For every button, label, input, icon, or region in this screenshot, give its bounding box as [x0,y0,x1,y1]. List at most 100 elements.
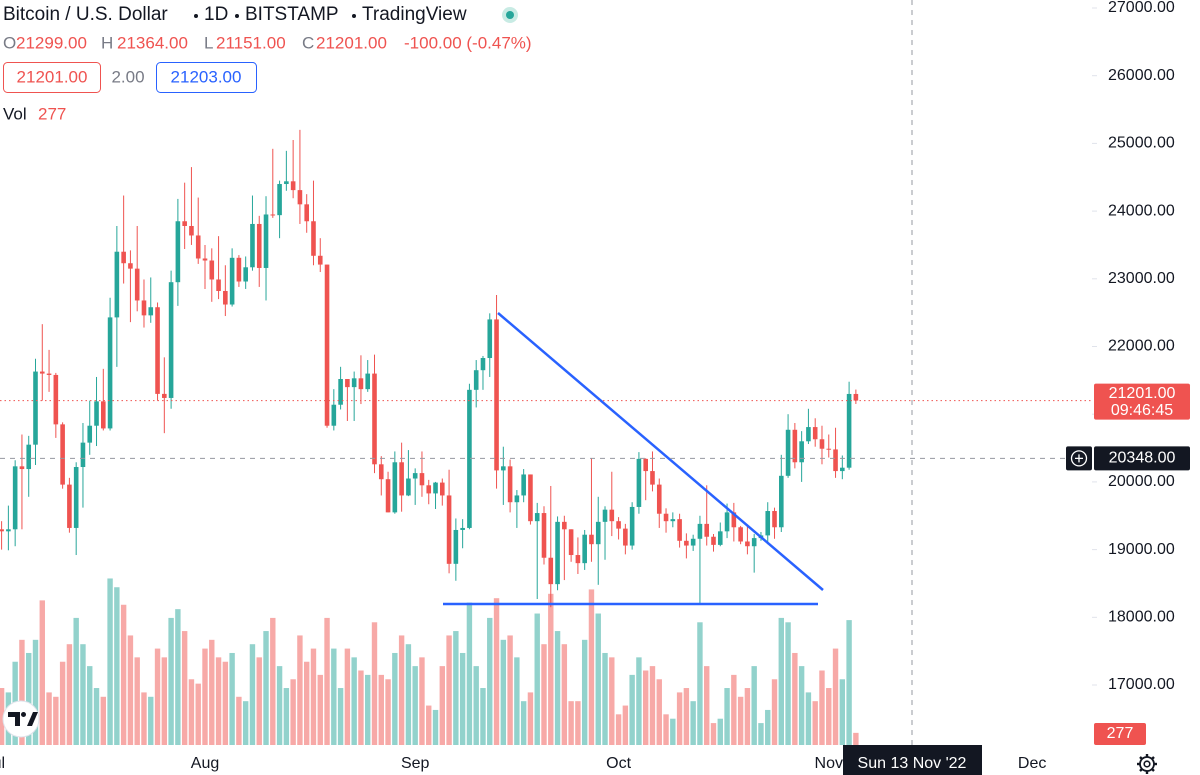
candle-body [785,429,791,476]
candle-body [684,540,689,546]
volume-bar [507,635,513,745]
candle-body [643,458,648,472]
price-lines [0,400,1092,459]
interval[interactable]: 1D [204,4,228,25]
volume-bar [432,709,439,745]
volume-bar [615,714,622,745]
candle-body [236,257,242,282]
trend-line[interactable] [497,312,824,591]
volume-bar [697,622,703,745]
candle-body [250,223,255,268]
volume-bar [534,613,540,745]
volume-bar [683,688,690,745]
candle-body [372,373,377,465]
market-status-dot [506,11,514,19]
candle-body [745,541,750,547]
candle-body [223,290,228,305]
volume-bar [19,639,25,745]
candle-body [311,221,316,256]
volume-bar [710,723,717,745]
volume-bar [385,679,391,745]
candle-body [806,427,811,442]
volume-bar [290,679,296,745]
crosshair-price-label: 20348.00 [1109,450,1176,467]
volume-bar [676,692,683,745]
candle-body [53,374,59,425]
candle-body [670,519,676,522]
volume-bar [514,657,520,745]
volume-bar [195,683,201,745]
volume-bar [392,652,398,745]
volume-bar [426,705,432,745]
candle-body [812,427,818,440]
candle-body [426,485,432,494]
candle-body [602,509,608,522]
candle-body [514,495,520,503]
volume-bar [724,688,730,745]
volume-bar [46,692,52,745]
ohlc-key: O [3,33,16,52]
price-axis[interactable] [1092,0,1200,745]
buy-button[interactable] [156,62,257,93]
volume-marker-box [1094,723,1146,745]
candle-body [779,475,784,528]
candle-body [385,479,391,513]
volume-bar [304,661,310,745]
candle-body [480,358,486,371]
separator [235,14,239,18]
sell-button[interactable] [3,62,101,93]
volume-bar [588,589,595,745]
add-alert-icon [1070,450,1088,467]
candle-body [60,424,65,485]
volume-bar [670,718,676,745]
candle-body [351,378,357,388]
candle-body [562,521,567,530]
volume-bar [717,718,723,745]
y-tick-label: 24000.00 [1108,202,1175,219]
y-tick-label: 17000.00 [1108,676,1175,693]
volume-bar [744,688,751,745]
candle-body [46,373,52,375]
volume-bar [141,692,147,745]
candle-body [33,371,38,445]
volume-bar [100,696,106,745]
time-axis[interactable] [0,745,1200,775]
candle-body [189,225,194,236]
candle-body [121,251,126,264]
volume-bar [629,674,635,745]
candle-body [609,509,615,522]
x-tick-label: Oct [606,755,631,772]
settings-button[interactable] [1137,754,1157,774]
volume-bar [473,666,479,745]
volume-bar [66,644,73,745]
ask[interactable]: 21203.00 [171,67,242,86]
candle-body [460,527,465,530]
volume-bar [215,657,222,745]
candle-body [501,466,506,471]
last-price-box [1094,383,1190,420]
price-pane [0,129,859,608]
volume-bar [500,639,507,745]
volume-bar [778,617,784,745]
candle-body [290,181,296,191]
candle-body [317,255,323,265]
bid[interactable]: 21201.00 [17,67,88,86]
candle-body [853,393,859,401]
candle-body [419,473,425,486]
volume-bar [398,635,405,745]
logo[interactable] [2,700,40,738]
volume-bar [59,661,66,745]
candle-body [277,184,282,216]
add-alert-icon [1075,454,1083,463]
volume-bar [242,701,249,745]
candle-body [697,523,703,539]
candle-body [724,512,730,532]
crosshair-date-box [843,745,982,775]
volume-bar [351,657,357,745]
volume-bar [127,635,134,745]
volume-bar [575,701,581,745]
candle-body [507,466,513,503]
candle-body [297,190,303,205]
